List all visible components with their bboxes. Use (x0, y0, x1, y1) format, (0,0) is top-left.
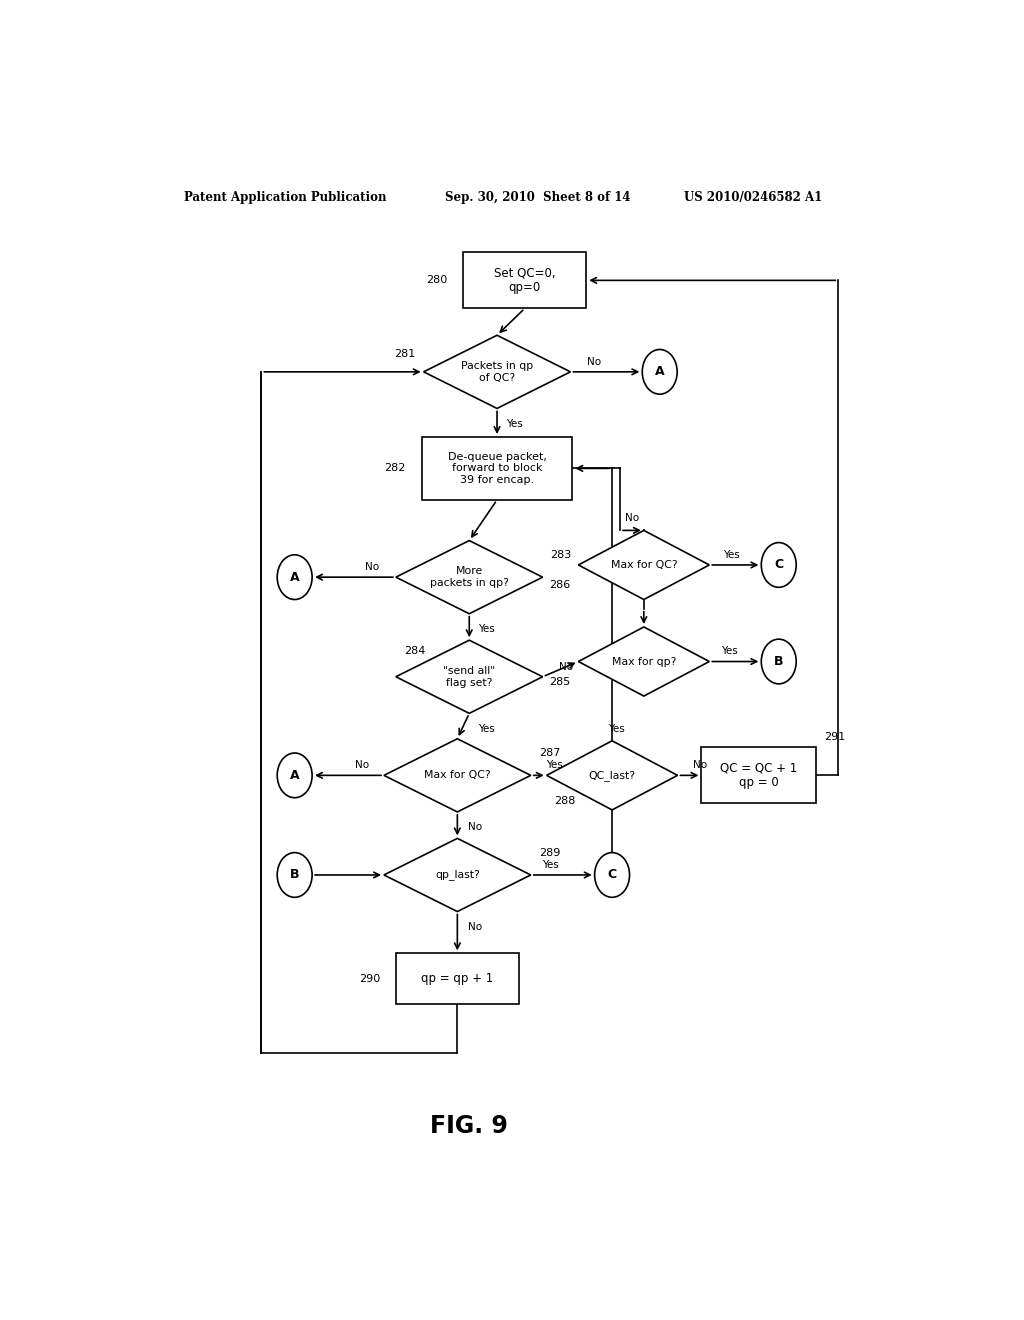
FancyBboxPatch shape (701, 747, 816, 804)
Text: 286: 286 (549, 581, 570, 590)
Text: No: No (365, 562, 379, 572)
Text: No: No (587, 356, 601, 367)
FancyBboxPatch shape (396, 953, 519, 1005)
Text: Set QC=0,
qp=0: Set QC=0, qp=0 (494, 267, 556, 294)
Text: C: C (774, 558, 783, 572)
Text: Max for QC?: Max for QC? (424, 771, 490, 780)
Text: 288: 288 (555, 796, 575, 805)
Text: De-queue packet,
forward to block
39 for encap.: De-queue packet, forward to block 39 for… (447, 451, 547, 484)
Text: C: C (607, 869, 616, 882)
Text: "send all"
flag set?: "send all" flag set? (443, 667, 496, 688)
Text: QC_last?: QC_last? (589, 770, 636, 781)
Text: No: No (559, 661, 573, 672)
Circle shape (278, 554, 312, 599)
Polygon shape (579, 531, 710, 599)
Circle shape (642, 350, 677, 395)
Text: No: No (468, 822, 482, 832)
Text: Yes: Yes (478, 624, 495, 634)
Text: 287: 287 (539, 748, 560, 758)
Text: Sep. 30, 2010  Sheet 8 of 14: Sep. 30, 2010 Sheet 8 of 14 (445, 190, 631, 203)
Text: No: No (354, 760, 369, 770)
Text: No: No (692, 760, 707, 770)
Text: Yes: Yes (721, 647, 737, 656)
Text: 281: 281 (394, 348, 416, 359)
Text: No: No (625, 513, 639, 523)
Text: 291: 291 (824, 733, 846, 742)
Text: Packets in qp
of QC?: Packets in qp of QC? (461, 362, 534, 383)
FancyBboxPatch shape (463, 252, 587, 309)
Text: Patent Application Publication: Patent Application Publication (183, 190, 386, 203)
Text: 282: 282 (384, 463, 406, 474)
Text: Yes: Yes (506, 418, 523, 429)
Text: Yes: Yes (546, 760, 563, 770)
Text: Max for qp?: Max for qp? (611, 656, 676, 667)
Text: Yes: Yes (723, 550, 740, 560)
Polygon shape (396, 640, 543, 713)
Polygon shape (384, 739, 530, 812)
Text: 280: 280 (426, 276, 447, 285)
Polygon shape (424, 335, 570, 408)
Text: qp = qp + 1: qp = qp + 1 (421, 972, 494, 985)
Text: A: A (290, 768, 299, 781)
Text: FIG. 9: FIG. 9 (430, 1114, 508, 1138)
Text: Yes: Yes (607, 723, 625, 734)
Circle shape (761, 639, 797, 684)
Text: 283: 283 (551, 550, 571, 560)
Circle shape (761, 543, 797, 587)
Circle shape (278, 752, 312, 797)
Text: B: B (290, 869, 299, 882)
Text: No: No (468, 921, 482, 932)
Text: Yes: Yes (478, 723, 495, 734)
FancyBboxPatch shape (422, 437, 572, 500)
Circle shape (595, 853, 630, 898)
Text: B: B (774, 655, 783, 668)
Text: Max for QC?: Max for QC? (610, 560, 677, 570)
Text: 290: 290 (358, 974, 380, 983)
Circle shape (278, 853, 312, 898)
Text: 289: 289 (539, 847, 560, 858)
Text: A: A (655, 366, 665, 379)
Polygon shape (396, 541, 543, 614)
Text: qp_last?: qp_last? (435, 870, 479, 880)
Polygon shape (384, 838, 530, 912)
Text: More
packets in qp?: More packets in qp? (430, 566, 509, 587)
Text: US 2010/0246582 A1: US 2010/0246582 A1 (684, 190, 822, 203)
Polygon shape (547, 741, 678, 810)
Polygon shape (579, 627, 710, 696)
Text: A: A (290, 570, 299, 583)
Text: QC = QC + 1
qp = 0: QC = QC + 1 qp = 0 (720, 762, 798, 789)
Text: Yes: Yes (543, 859, 559, 870)
Text: 284: 284 (403, 647, 425, 656)
Text: 285: 285 (549, 677, 570, 686)
